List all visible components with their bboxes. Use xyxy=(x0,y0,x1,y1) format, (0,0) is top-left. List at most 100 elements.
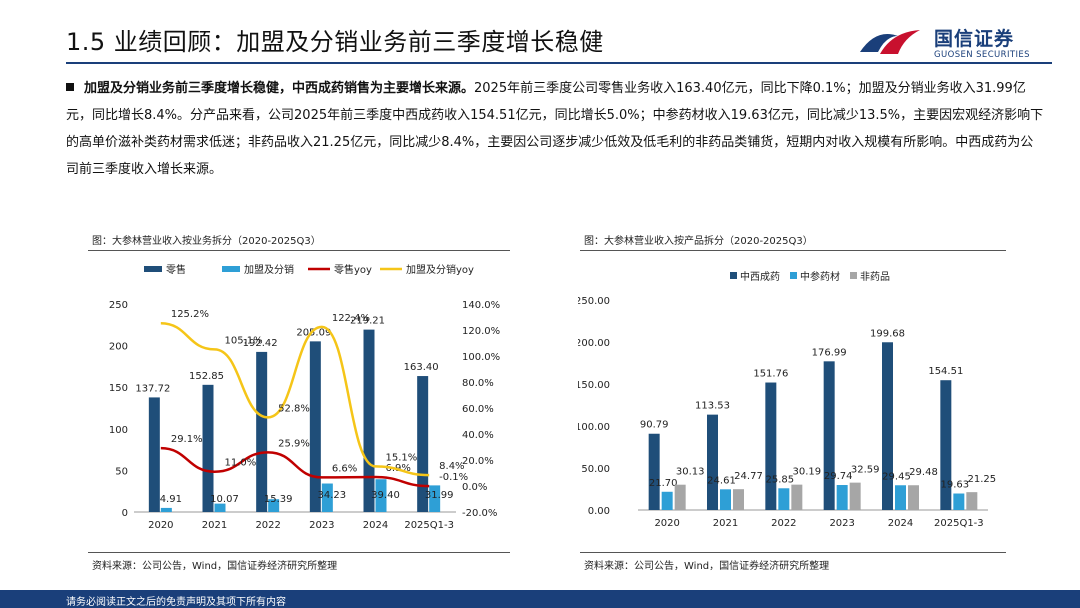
title-divider xyxy=(66,62,1052,64)
chart1-y-tick-right: 120.0% xyxy=(462,326,500,337)
chart2-x-tick: 2022 xyxy=(771,518,796,529)
chart1-title: 图：大参林营业收入按业务拆分（2020-2025Q3） xyxy=(92,236,321,247)
chart1-line-label: 11.0% xyxy=(225,458,257,469)
chart2-bar-label: 113.53 xyxy=(695,401,730,412)
chart1-bottom-rule xyxy=(88,552,510,553)
chart1-bar-label: 31.99 xyxy=(425,490,454,501)
chart2-bar-label: 30.19 xyxy=(793,467,822,478)
chart1-bar-retail xyxy=(256,351,268,512)
chart1-bar-label: 10.07 xyxy=(210,494,239,505)
logo-text-cn: 国信证券 xyxy=(934,28,1015,50)
chart1-bar-label: 137.72 xyxy=(135,383,170,394)
logo-mark-icon xyxy=(860,30,920,54)
chart1-legend-label: 加盟及分销 xyxy=(244,263,294,276)
chart2-x-tick: 2020 xyxy=(654,518,679,529)
logo-text-en: GUOSEN SECURITIES xyxy=(934,50,1030,60)
chart1-y-tick-left: 200 xyxy=(109,342,128,353)
chart2-y-tick: 50.00 xyxy=(581,464,610,475)
chart1-bar-franchise xyxy=(375,479,387,512)
chart2-bar-label: 29.48 xyxy=(909,467,938,478)
chart2-legend-swatch xyxy=(850,272,857,279)
chart2-bar-non-drug xyxy=(966,492,978,510)
chart1-x-tick: 2024 xyxy=(363,520,388,531)
chart1-y-tick-right: 100.0% xyxy=(462,352,500,363)
chart2-bar-label: 90.79 xyxy=(640,420,669,431)
chart1-y-tick-right: 80.0% xyxy=(462,378,494,389)
chart1-line-label: 122.4% xyxy=(332,313,370,324)
chart1-business-split: 0 50 100 150 200 250 -20.0% 0.0% 20.0% 40.0% 60.0%… xyxy=(109,263,500,531)
chart2-bar-label: 19.63 xyxy=(941,480,970,491)
chart1-legend-swatch xyxy=(222,266,240,272)
chart2-bar-western-medicine xyxy=(823,361,835,510)
page-title: 1.5 业绩回顾：加盟及分销业务前三季度增长稳健 xyxy=(66,28,604,56)
chart2-bar-label: 29.45 xyxy=(882,471,911,482)
chart2-legend-label: 中参药材 xyxy=(800,270,840,283)
chart2-bar-label: 29.74 xyxy=(824,471,853,482)
chart2-bar-label: 32.59 xyxy=(851,465,880,476)
chart1-y-tick-left: 250 xyxy=(109,300,128,311)
chart2-bar-herbal xyxy=(895,485,906,510)
chart1-x-tick: 2025Q1-3 xyxy=(404,520,454,531)
chart2-y-tick: 100.00 xyxy=(578,422,610,433)
chart2-bar-western-medicine xyxy=(940,380,952,510)
chart1-bar-label: 219.21 xyxy=(350,316,385,327)
chart2-bar-western-medicine xyxy=(707,414,718,510)
chart1-line-label: 6.6% xyxy=(332,463,357,474)
chart1-bar-retail xyxy=(417,376,429,512)
chart1-legend-swatch xyxy=(144,266,162,272)
summary-body: 2025年前三季度公司零售业务收入163.40亿元，同比下降0.1%；加盟及分销… xyxy=(66,81,1044,177)
chart1-y-tick-right: 0.0% xyxy=(462,482,487,493)
brand-logo: 国信证券 GUOSEN SECURITIES xyxy=(858,22,1058,62)
chart2-bar-western-medicine xyxy=(648,433,660,510)
chart1-bar-retail xyxy=(148,397,160,512)
chart1-bar-label: 152.85 xyxy=(189,371,224,382)
chart2-legend-swatch xyxy=(790,272,797,279)
chart2-bar-label: 24.77 xyxy=(734,471,763,482)
bullet-icon xyxy=(66,83,74,91)
chart1-y-tick-left: 150 xyxy=(109,383,128,394)
chart1-y-tick-left: 50 xyxy=(115,466,128,477)
chart1-bar-franchise xyxy=(321,483,333,512)
chart1-line-label: 25.9% xyxy=(278,438,310,449)
footer-bar xyxy=(0,590,1080,608)
chart2-title: 图：大参林营业收入按产品拆分（2020-2025Q3） xyxy=(584,236,813,247)
chart1-bar-retail xyxy=(363,329,375,512)
chart2-x-tick: 2021 xyxy=(713,518,738,529)
chart2-bar-western-medicine xyxy=(882,342,893,510)
chart2-bar-herbal xyxy=(720,489,731,510)
chart2-source: 资料来源：公司公告，Wind，国信证券经济研究所整理 xyxy=(584,561,830,572)
chart1-bar-label: 4.91 xyxy=(160,494,182,505)
chart1-line-label: 105.1% xyxy=(225,335,263,346)
chart2-bar-label: 25.85 xyxy=(766,474,795,485)
chart2-y-tick: 200.00 xyxy=(578,338,610,349)
chart1-bar-label: 39.40 xyxy=(371,490,400,501)
chart2-y-tick: 0.00 xyxy=(588,506,610,517)
chart2-bar-western-medicine xyxy=(765,382,777,510)
chart1-bar-label: 34.23 xyxy=(318,490,347,501)
chart1-y-tick-right: 60.0% xyxy=(462,404,494,415)
chart2-bar-label: 24.61 xyxy=(707,475,736,486)
chart2-bar-non-drug xyxy=(849,482,861,510)
chart1-bar-label: 15.39 xyxy=(264,494,293,505)
chart1-y-tick-right: 140.0% xyxy=(462,300,500,311)
chart2-bar-label: 154.51 xyxy=(928,366,963,377)
chart1-line-label: 29.1% xyxy=(171,434,203,445)
chart2-bottom-rule xyxy=(580,552,1006,553)
chart2-bar-non-drug xyxy=(674,484,686,510)
chart1-y-tick-right: 20.0% xyxy=(462,456,494,467)
chart2-x-tick: 2023 xyxy=(829,518,854,529)
chart1-x-tick: 2022 xyxy=(255,520,280,531)
chart2-bar-label: 199.68 xyxy=(870,328,905,339)
chart2-x-tick: 2024 xyxy=(888,518,913,529)
summary-lead: 加盟及分销业务前三季度增长稳健，中西成药销售为主要增长来源。 xyxy=(84,81,475,96)
chart1-bar-franchise xyxy=(160,507,172,512)
chart2-bar-label: 21.70 xyxy=(649,478,678,489)
chart2-bar-non-drug xyxy=(733,489,744,510)
chart1-y-tick-left: 100 xyxy=(109,425,128,436)
chart1-y-tick-left: 0 xyxy=(122,508,128,519)
chart1-bar-franchise xyxy=(214,503,226,512)
chart2-bar-herbal xyxy=(778,488,790,510)
chart2-bar-herbal xyxy=(953,493,965,510)
chart1-line-label: 125.2% xyxy=(171,309,209,320)
chart1-y-tick-right: 40.0% xyxy=(462,430,494,441)
